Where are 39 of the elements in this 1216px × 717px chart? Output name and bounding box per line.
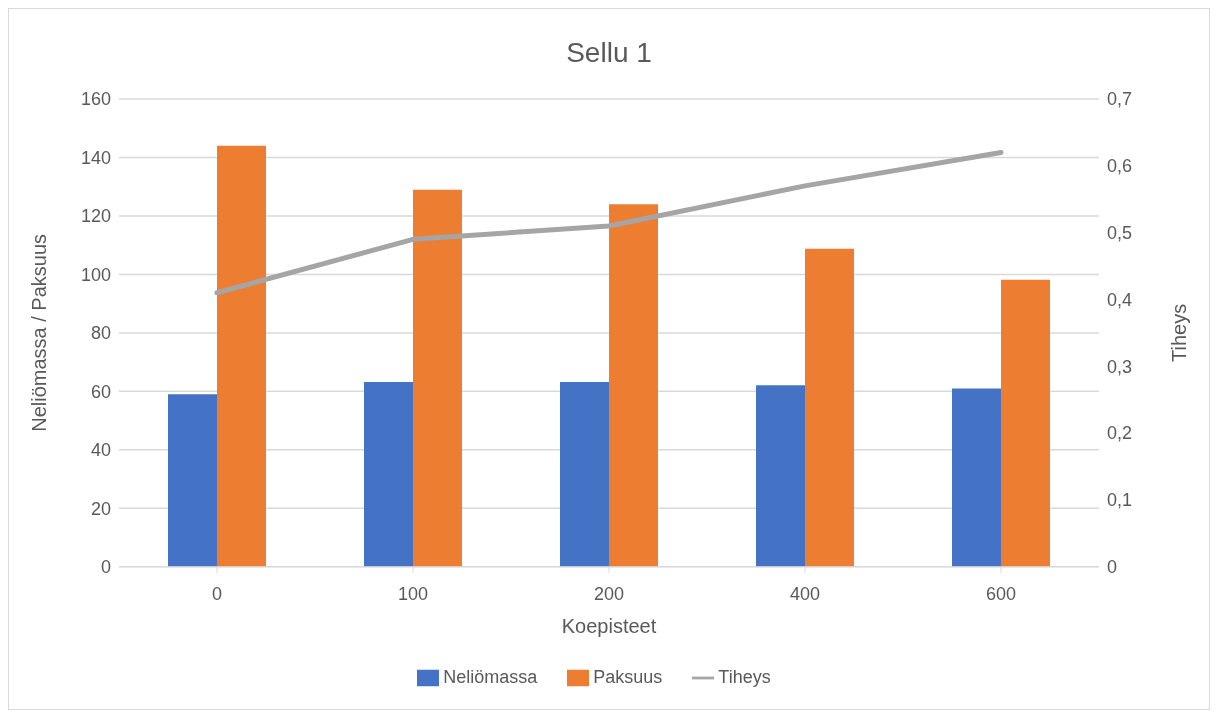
y-tick-label: 140 [80, 147, 111, 168]
legend-label: Paksuus [593, 666, 663, 687]
bar [217, 145, 266, 567]
x-tick-label: 600 [985, 583, 1017, 604]
y2-tick-label: 0,7 [1107, 89, 1133, 110]
bar [609, 204, 658, 567]
y2-tick-label: 0 [1107, 557, 1118, 578]
y-tick-label: 160 [80, 89, 111, 110]
y-tick-label: 80 [90, 323, 111, 344]
y2-tick-label: 0,5 [1107, 223, 1133, 244]
y-tick-label: 0 [100, 557, 111, 578]
chart-title: Sellu 1 [565, 37, 653, 69]
bar [413, 189, 462, 567]
y2-tick-label: 0,6 [1107, 156, 1133, 177]
bar [805, 248, 854, 567]
y-tick-label: 60 [90, 381, 111, 402]
legend-label: Neliömassa [443, 666, 538, 687]
y-tick-label: 40 [90, 440, 111, 461]
y-axis-title: Neliömassa / Paksuus [28, 233, 51, 432]
y-tick-label: 20 [90, 498, 111, 519]
x-axis-title: Koepisteet [561, 614, 657, 637]
y2-tick-label: 0,4 [1107, 289, 1133, 310]
x-tick-label: 0 [211, 583, 223, 604]
y2-tick-label: 0,1 [1107, 490, 1133, 511]
y2-axis-title: Tiheys [1168, 303, 1191, 362]
legend-label: Tiheys [718, 666, 771, 687]
y-tick-label: 100 [80, 264, 111, 285]
bar [560, 381, 609, 567]
y-tick-label: 120 [80, 206, 111, 227]
bar [1001, 279, 1050, 567]
bar [364, 381, 413, 567]
bar [952, 388, 1001, 567]
x-tick-label: 200 [593, 583, 625, 604]
x-tick-label: 400 [789, 583, 821, 604]
bar [168, 394, 217, 567]
y2-tick-label: 0,2 [1107, 423, 1133, 444]
y2-tick-label: 0,3 [1107, 356, 1133, 377]
bar [756, 385, 805, 567]
x-tick-label: 100 [397, 583, 429, 604]
